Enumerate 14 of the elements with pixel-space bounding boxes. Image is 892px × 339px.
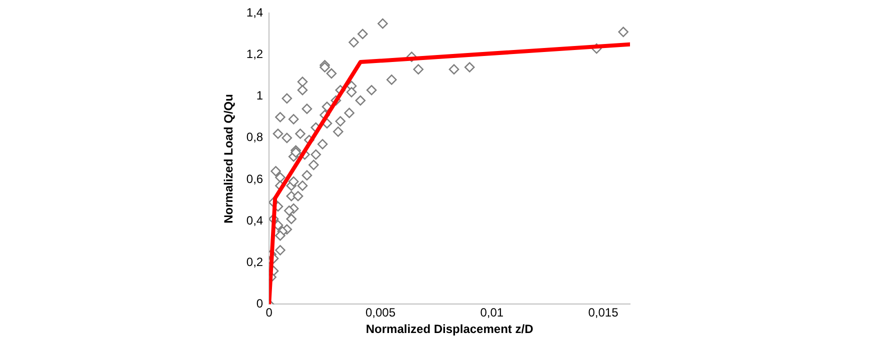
x-tick-label: 0,01: [480, 306, 504, 320]
y-axis-title: Normalized Load Q/Qu: [222, 94, 236, 224]
y-tick-label: 0,4: [246, 213, 264, 228]
y-tick-label: 0: [256, 296, 264, 311]
y-tick-label: 1,2: [246, 47, 264, 62]
y-tick-label: 1,4: [246, 6, 264, 20]
y-tick-label: 1: [256, 88, 264, 103]
x-axis-title: Normalized Displacement z/D: [366, 322, 534, 336]
y-tick-label: 0,6: [246, 172, 264, 186]
x-tick-label: 0: [266, 306, 273, 320]
y-tick-label: 0,8: [246, 130, 264, 144]
x-tick-label: 0,015: [588, 306, 619, 320]
x-tick-label: 0,005: [365, 306, 396, 320]
y-tick-label: 0,2: [246, 254, 264, 269]
